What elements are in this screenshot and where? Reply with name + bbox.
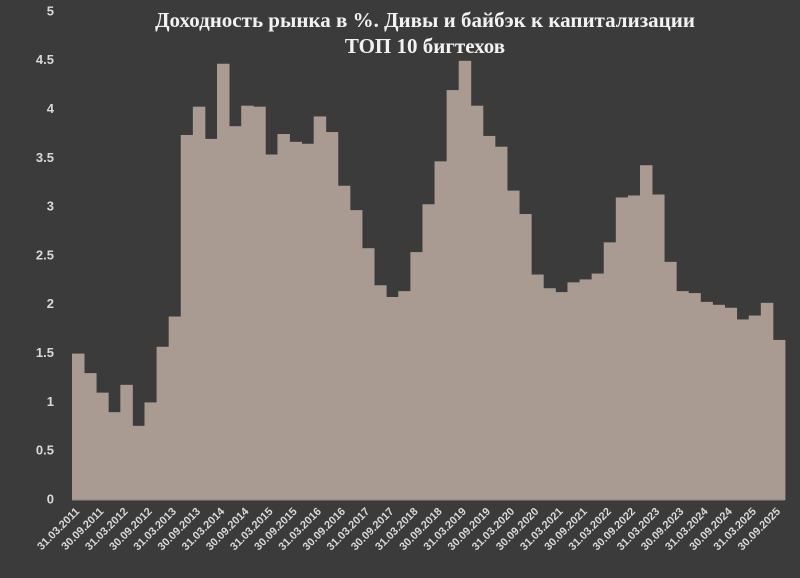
bar: [337, 185, 351, 500]
bar: [724, 307, 738, 500]
bar: [652, 194, 665, 500]
bar: [494, 146, 508, 501]
bar: [72, 353, 85, 500]
bar: [204, 138, 218, 500]
bar: [168, 316, 182, 500]
bar: [627, 195, 641, 500]
bar: [615, 197, 629, 500]
bar: [96, 392, 109, 500]
bar: [736, 319, 750, 500]
bar: [507, 190, 520, 500]
bar: [192, 106, 206, 500]
y-tick-label: 3.5: [36, 150, 54, 165]
bar: [325, 132, 339, 500]
bar: [482, 135, 496, 500]
bar: [458, 60, 472, 501]
bar: [555, 292, 568, 500]
bar: [229, 126, 242, 500]
bar: [519, 214, 532, 501]
y-tick-label: 0: [47, 491, 54, 506]
chart-subtitle: ТОП 10 бигтехов: [345, 34, 505, 58]
bar: [289, 141, 303, 501]
bar: [748, 315, 762, 500]
bar: [676, 291, 689, 500]
bar: [531, 274, 544, 500]
bar: [120, 384, 133, 500]
bar: [349, 210, 363, 501]
bar: [591, 273, 605, 500]
y-tick-label: 2.5: [36, 247, 54, 262]
bar: [664, 261, 677, 500]
y-tick-label: 4: [47, 101, 55, 116]
y-tick-label: 1: [47, 394, 54, 409]
bar: [422, 204, 435, 500]
bar: [470, 105, 484, 501]
bar: [241, 105, 254, 501]
bar: [446, 90, 460, 500]
bar: [579, 279, 593, 500]
bar: [688, 293, 701, 500]
y-tick-label: 5: [47, 3, 54, 18]
bar: [386, 296, 399, 500]
bar: [132, 425, 145, 500]
chart-title: Доходность рынка в %. Дивы и байбэк к ка…: [155, 8, 695, 32]
bar: [434, 161, 448, 500]
bar: [374, 285, 387, 500]
bar: [712, 304, 725, 500]
bar: [84, 373, 97, 500]
y-tick-label: 0.5: [36, 443, 54, 458]
bar: [760, 302, 774, 500]
bar: [543, 288, 556, 500]
bar: [362, 248, 375, 500]
bar: [603, 242, 617, 500]
bar: [217, 63, 230, 501]
y-tick-label: 2: [47, 296, 54, 311]
y-tick-label: 4.5: [36, 52, 54, 67]
bar: [410, 252, 423, 500]
bar: [265, 154, 278, 500]
bar: [253, 106, 266, 500]
bar: [144, 402, 157, 500]
bar: [639, 165, 653, 500]
bar: [313, 116, 327, 500]
bar: [700, 301, 713, 500]
bar: [301, 143, 315, 500]
bar: [398, 291, 411, 500]
bar: [277, 134, 290, 500]
y-tick-label: 3: [47, 199, 54, 214]
bar: [180, 134, 194, 500]
bar: [156, 346, 170, 500]
bar: [567, 282, 580, 500]
bar: [108, 412, 121, 500]
bar: [772, 339, 786, 500]
y-tick-label: 1.5: [36, 345, 54, 360]
